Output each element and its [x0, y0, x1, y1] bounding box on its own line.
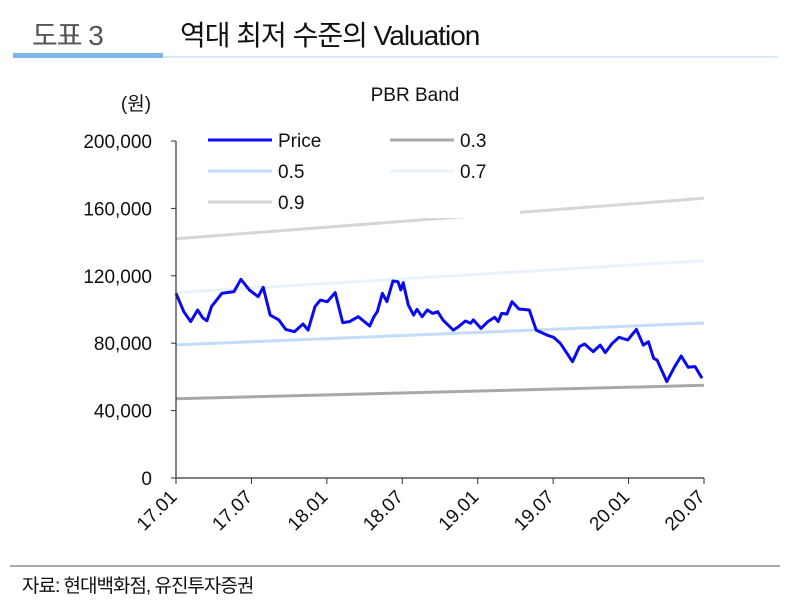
legend-label: 0.9	[278, 193, 304, 214]
x-tick-label: 18.01	[284, 487, 332, 535]
header-accent-rule	[13, 53, 163, 58]
x-tick-label: 17.01	[133, 487, 181, 535]
x-tick-label: 20.01	[586, 487, 634, 535]
x-tick-label: 20.07	[661, 487, 709, 535]
y-tick-label: 200,000	[83, 132, 152, 153]
series-line-0-5	[175, 321, 705, 347]
x-tick-label: 17.07	[208, 487, 256, 535]
y-axis-unit: (원)	[121, 93, 151, 115]
figure-title: 역대 최저 수준의 Valuation	[180, 20, 480, 51]
legend: Price 0.3 0.5 0.7 0.9	[208, 131, 486, 214]
series-line-0-9	[175, 196, 705, 241]
footer-rule	[10, 565, 780, 567]
y-tick-label: 0	[141, 469, 152, 490]
figure-number: 도표 3	[32, 20, 104, 51]
x-tick-label: 19.07	[510, 487, 558, 535]
legend-item-0-5: 0.5	[208, 162, 304, 183]
legend-item-0-9: 0.9	[208, 193, 304, 214]
legend-label: 0.5	[278, 162, 304, 183]
source-note: 자료: 현대백화점, 유진투자증권	[22, 576, 254, 597]
header-rule	[163, 56, 778, 58]
y-tick-label: 160,000	[83, 199, 152, 220]
series-line-0-7	[175, 259, 705, 295]
y-tick-label: 40,000	[94, 402, 152, 423]
legend-item-Price: Price	[208, 131, 321, 152]
series-line-Price	[174, 277, 704, 384]
legend-label: 0.7	[460, 162, 486, 183]
legend-label: 0.3	[460, 131, 486, 152]
y-tick-label: 120,000	[83, 267, 152, 288]
legend-item-0-3: 0.3	[390, 131, 486, 152]
x-tick-label: 19.01	[435, 487, 483, 535]
legend-label: Price	[278, 131, 321, 152]
x-tick-label: 18.07	[359, 487, 407, 535]
series-line-0-3	[175, 383, 705, 401]
legend-item-0-7: 0.7	[390, 162, 486, 183]
chart-title: PBR Band	[371, 85, 460, 106]
y-tick-label: 80,000	[94, 334, 152, 355]
